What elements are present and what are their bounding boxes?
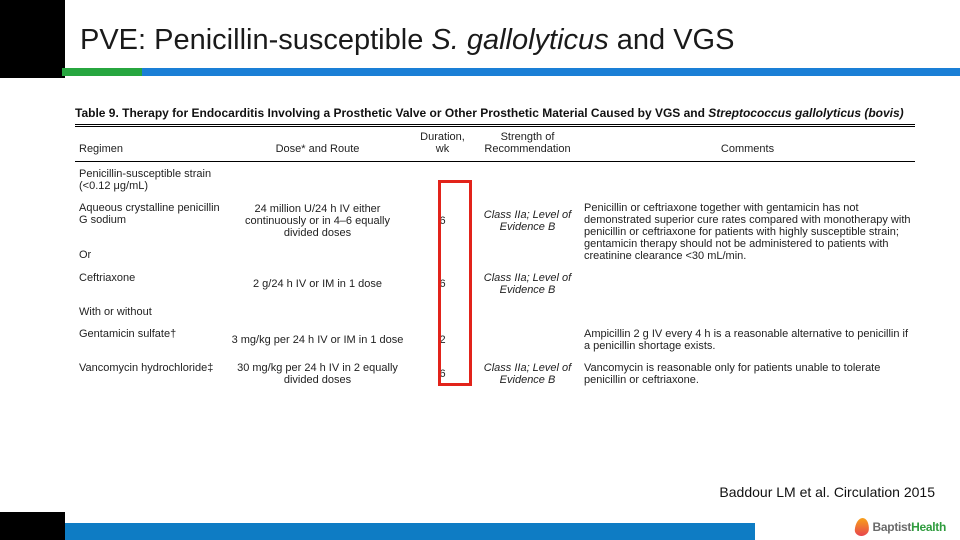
- group-header-line2: (<0.12 μg/mL): [79, 180, 911, 192]
- table-header-row: Regimen Dose* and Route Duration, wk Str…: [75, 127, 915, 162]
- comments-cell: [580, 266, 915, 300]
- footer-black-block: [0, 512, 65, 540]
- header-green-bar: [62, 68, 142, 76]
- brand-logo: BaptistHealth: [855, 518, 946, 536]
- table-caption-prefix: Table 9.: [75, 106, 122, 120]
- dose-cell: 30 mg/kg per 24 h IV in 2 equally divide…: [225, 356, 410, 390]
- title-italic: S. gallolyticus: [431, 24, 608, 56]
- group-header: Penicillin-susceptible strain (<0.12 μg/…: [75, 162, 915, 197]
- therapy-table: Regimen Dose* and Route Duration, wk Str…: [75, 127, 915, 390]
- footer-blue-bar: [65, 523, 755, 540]
- header-black-block: [0, 0, 65, 78]
- connector-row: With or without: [75, 300, 915, 322]
- footer: BaptistHealth: [0, 512, 960, 540]
- brand-text: BaptistHealth: [873, 520, 946, 534]
- dose-cell: 24 million U/24 h IV either continuously…: [225, 196, 410, 243]
- regimen-cell: Aqueous crystalline penicillin G sodium: [75, 196, 225, 243]
- col-regimen: Regimen: [75, 127, 225, 162]
- brand-accent: Health: [911, 520, 946, 534]
- regimen-cell: Vancomycin hydrochloride‡: [75, 356, 225, 390]
- table-caption: Table 9. Therapy for Endocarditis Involv…: [75, 106, 915, 120]
- table-row: Gentamicin sulfate† 3 mg/kg per 24 h IV …: [75, 322, 915, 356]
- strength-cell: Class IIa; Level of Evidence B: [475, 266, 580, 300]
- col-dose: Dose* and Route: [225, 127, 410, 162]
- header-blue-bar: [142, 68, 960, 76]
- slide-root: PVE: Penicillin-susceptible S. gallolyti…: [0, 0, 960, 540]
- comments-cell: Vancomycin is reasonable only for patien…: [580, 356, 915, 390]
- brand-name: Baptist: [873, 520, 912, 534]
- connector-or: Or: [75, 243, 225, 266]
- title-prefix: PVE: Penicillin-susceptible: [80, 24, 431, 56]
- table-row: Vancomycin hydrochloride‡ 30 mg/kg per 2…: [75, 356, 915, 390]
- regimen-cell: Gentamicin sulfate†: [75, 322, 225, 356]
- table-caption-italic: Streptococcus gallolyticus (bovis): [708, 106, 903, 120]
- table-row: Aqueous crystalline penicillin G sodium …: [75, 196, 915, 243]
- comments-cell: Penicillin or ceftriaxone together with …: [580, 196, 915, 266]
- group-header-row: Penicillin-susceptible strain (<0.12 μg/…: [75, 162, 915, 197]
- therapy-table-wrap: Table 9. Therapy for Endocarditis Involv…: [75, 106, 915, 390]
- group-header-line1: Penicillin-susceptible strain: [79, 168, 911, 180]
- citation-text: Baddour LM et al. Circulation 2015: [719, 484, 935, 500]
- dose-cell: 2 g/24 h IV or IM in 1 dose: [225, 266, 410, 300]
- title-suffix: and VGS: [609, 24, 735, 56]
- col-duration: Duration, wk: [410, 127, 475, 162]
- slide-header: PVE: Penicillin-susceptible S. gallolyti…: [0, 0, 960, 78]
- col-comments: Comments: [580, 127, 915, 162]
- strength-cell: Class IIa; Level of Evidence B: [475, 356, 580, 390]
- col-strength: Strength of Recommendation: [475, 127, 580, 162]
- duration-highlight-box: [438, 180, 472, 386]
- flame-icon: [854, 518, 869, 536]
- table-row: Ceftriaxone 2 g/24 h IV or IM in 1 dose …: [75, 266, 915, 300]
- strength-cell: [475, 322, 580, 356]
- connector-with-without: With or without: [75, 300, 225, 322]
- comments-cell: Ampicillin 2 g IV every 4 h is a reasona…: [580, 322, 915, 356]
- strength-cell: Class IIa; Level of Evidence B: [475, 196, 580, 243]
- slide-title: PVE: Penicillin-susceptible S. gallolyti…: [80, 24, 734, 57]
- table-caption-bold: Therapy for Endocarditis Involving a Pro…: [122, 106, 708, 120]
- dose-cell: 3 mg/kg per 24 h IV or IM in 1 dose: [225, 322, 410, 356]
- regimen-cell: Ceftriaxone: [75, 266, 225, 300]
